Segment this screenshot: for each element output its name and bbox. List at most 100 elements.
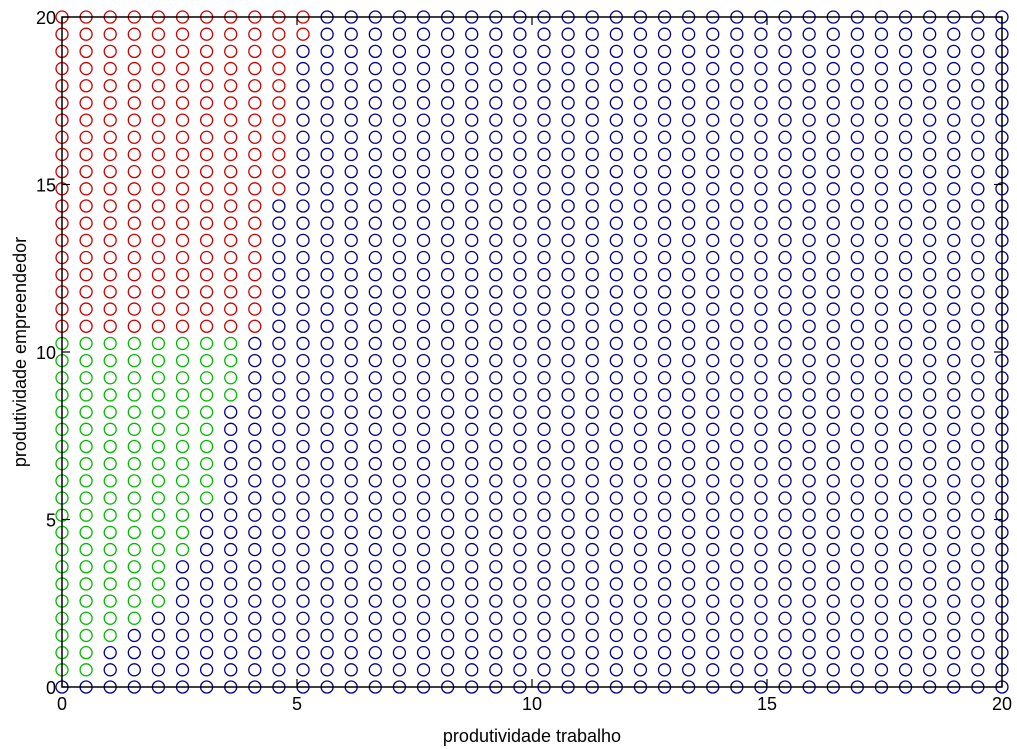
point-blue — [585, 457, 599, 471]
point-blue — [513, 439, 527, 454]
point-blue — [681, 371, 696, 385]
point-blue — [898, 319, 913, 333]
point-blue — [633, 268, 648, 282]
point-blue — [248, 353, 262, 368]
point-blue — [296, 628, 310, 643]
point-blue — [947, 182, 961, 196]
point-blue — [826, 182, 840, 196]
point-blue — [971, 577, 985, 591]
point-blue — [971, 560, 985, 574]
point-blue — [971, 199, 985, 213]
point-blue — [681, 268, 696, 282]
point-blue — [923, 353, 937, 368]
point-blue — [609, 611, 623, 625]
point-blue — [465, 216, 479, 230]
point-red — [151, 285, 166, 299]
point-blue — [368, 250, 382, 265]
point-blue — [440, 611, 455, 625]
point-blue — [633, 199, 648, 213]
point-blue — [416, 353, 431, 368]
point-blue — [826, 130, 840, 144]
point-blue — [923, 508, 937, 522]
point-blue — [898, 113, 913, 127]
point-blue — [561, 422, 575, 436]
point-green — [79, 628, 93, 643]
point-red — [272, 96, 286, 110]
point-blue — [440, 113, 455, 127]
point-blue — [416, 611, 431, 625]
point-blue — [344, 336, 358, 351]
point-blue — [392, 233, 407, 248]
point-blue — [923, 182, 937, 196]
point-blue — [754, 439, 768, 454]
point-green — [199, 336, 214, 351]
point-red — [248, 79, 262, 93]
point-red — [151, 96, 166, 110]
point-blue — [440, 44, 455, 59]
point-blue — [368, 164, 382, 179]
point-blue — [609, 508, 623, 522]
point-red — [175, 164, 190, 179]
point-blue — [754, 594, 768, 608]
point-blue — [272, 474, 286, 488]
point-blue — [489, 628, 503, 643]
point-blue — [416, 113, 431, 127]
point-blue — [440, 388, 455, 402]
point-blue — [513, 457, 527, 471]
point-blue — [344, 491, 358, 505]
point-blue — [585, 663, 599, 677]
point-blue — [657, 577, 672, 591]
point-blue — [416, 491, 431, 505]
point-red — [224, 285, 238, 299]
point-blue — [609, 182, 623, 196]
point-blue — [730, 474, 744, 488]
point-blue — [778, 439, 792, 454]
point-blue — [440, 542, 455, 557]
point-red — [127, 285, 141, 299]
point-blue — [971, 250, 985, 265]
point-blue — [681, 508, 696, 522]
point-blue — [706, 663, 720, 677]
point-blue — [489, 113, 503, 127]
point-blue — [657, 233, 672, 248]
point-blue — [681, 474, 696, 488]
point-blue — [513, 113, 527, 127]
point-blue — [850, 353, 864, 368]
point-blue — [971, 336, 985, 351]
point-blue — [681, 560, 696, 574]
point-blue — [537, 439, 551, 454]
point-blue — [681, 457, 696, 471]
point-blue — [874, 250, 889, 265]
point-blue — [826, 525, 840, 540]
point-blue — [127, 663, 141, 677]
point-blue — [609, 285, 623, 299]
point-blue — [874, 268, 889, 282]
point-blue — [440, 422, 455, 436]
point-blue — [440, 319, 455, 333]
point-blue — [368, 457, 382, 471]
point-blue — [633, 147, 648, 162]
point-blue — [344, 61, 358, 76]
point-blue — [344, 422, 358, 436]
point-red — [248, 61, 262, 76]
point-blue — [898, 182, 913, 196]
point-blue — [850, 611, 864, 625]
point-blue — [392, 285, 407, 299]
point-green — [103, 594, 117, 608]
point-blue — [320, 422, 334, 436]
point-blue — [778, 336, 792, 351]
point-blue — [923, 422, 937, 436]
point-blue — [826, 61, 840, 76]
y-tick-label: 20 — [36, 8, 56, 28]
point-blue — [706, 250, 720, 265]
point-blue — [826, 27, 840, 41]
point-blue — [440, 96, 455, 110]
point-blue — [392, 96, 407, 110]
x-tick-label: 5 — [292, 694, 302, 714]
point-blue — [248, 560, 262, 574]
point-green — [103, 491, 117, 505]
point-blue — [826, 439, 840, 454]
point-blue — [416, 302, 431, 316]
point-blue — [416, 663, 431, 677]
point-blue — [609, 353, 623, 368]
